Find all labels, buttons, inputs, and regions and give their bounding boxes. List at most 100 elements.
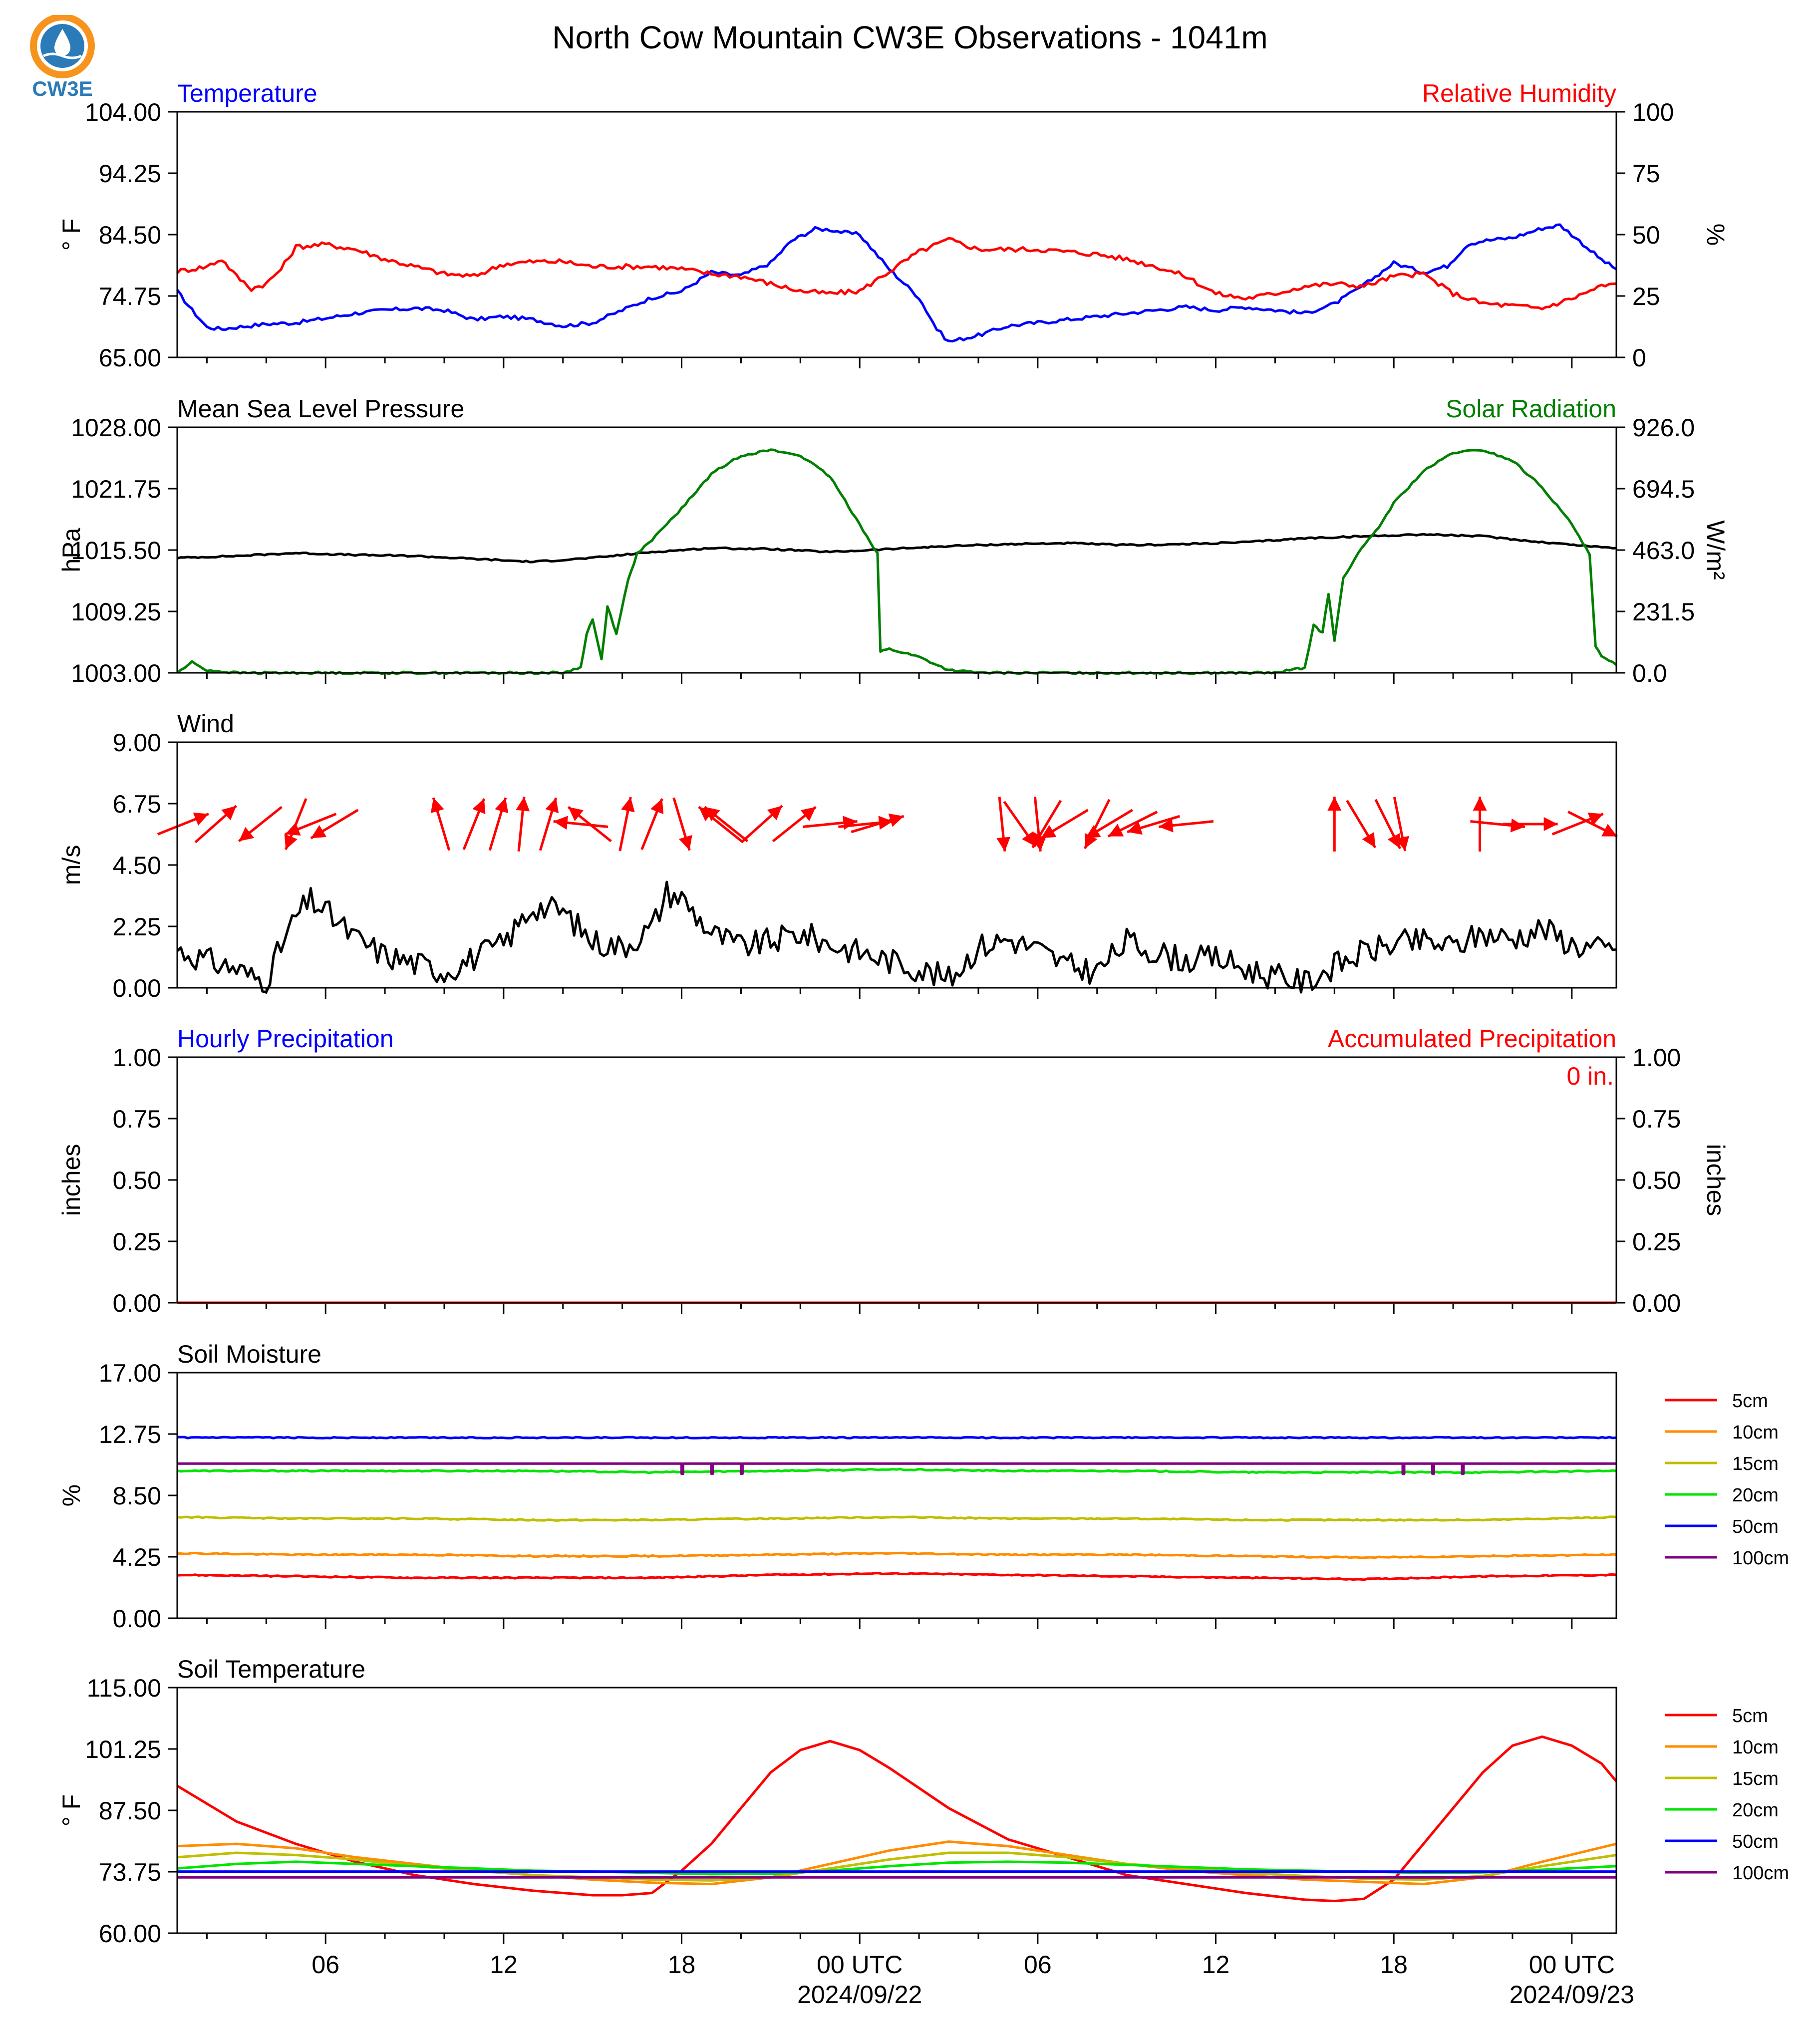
panel-2-ytick-label: 1003.00	[71, 659, 161, 687]
date-label: 2024/09/22	[797, 1981, 922, 2009]
panel-1-title-left: Temperature	[177, 79, 317, 107]
panel-3-title-left: Wind	[177, 710, 234, 738]
wind-direction-arrowhead	[553, 816, 568, 830]
panel-5-ytick-label: 8.50	[113, 1482, 161, 1510]
wind-direction-arrowhead	[568, 807, 584, 822]
panel-6-ytick-label: 101.25	[85, 1736, 161, 1763]
panel-5-frame	[176, 1372, 1617, 1619]
panel-4-ytick-label: 0.00	[113, 1289, 161, 1317]
wind-direction-arrowhead	[430, 798, 444, 814]
panel-3-ytick-label: 4.50	[113, 852, 161, 879]
wind-direction-arrowhead	[1601, 824, 1617, 837]
panel-4-ylabel: inches	[57, 1144, 85, 1216]
panel-3-frame	[176, 741, 1617, 989]
panel-1-ytick-label: 84.50	[99, 221, 161, 249]
wind-direction-arrowhead	[545, 798, 559, 814]
panel-6-legend-label: 10cm	[1732, 1737, 1779, 1758]
wind-direction-arrowhead	[1022, 831, 1036, 847]
panel-5-series-5cm	[177, 1572, 1617, 1581]
panel-1-ytick-label: 94.25	[99, 160, 161, 188]
panel-5-legend-label: 50cm	[1732, 1516, 1779, 1537]
date-label: 2024/09/23	[1510, 1981, 1634, 2009]
panel-2-ytick-right-label: 0.0	[1632, 659, 1667, 687]
panel-6-legend-label: 100cm	[1732, 1863, 1789, 1884]
panel-6-frame	[176, 1687, 1617, 1934]
logo-ring-icon	[30, 15, 95, 78]
wind-direction-arrowhead	[221, 806, 237, 821]
xtick-label: 00 UTC	[1529, 1951, 1615, 1979]
panel-2-ylabel-right: W/m²	[1702, 520, 1730, 579]
panel-6-ytick-label: 115.00	[87, 1674, 161, 1702]
wind-direction-arrowhead	[495, 798, 509, 814]
panel-1-ylabel: ° F	[57, 219, 85, 251]
wind-direction-arrowhead	[767, 806, 782, 821]
panel-3-ytick-label: 6.75	[113, 790, 161, 818]
panel-2-ytick-label: 1021.75	[71, 475, 161, 503]
panel-4-ytick-label: 0.25	[113, 1228, 161, 1256]
panel-4-ytick-label: 1.00	[113, 1044, 161, 1072]
panel-5-ytick-label: 0.00	[113, 1605, 161, 1633]
wind-direction-arrowhead	[193, 812, 209, 826]
panel-6-ytick-label: 87.50	[99, 1797, 161, 1825]
panel-1-ytick-right-label: 75	[1632, 160, 1660, 188]
panel-2-series-mean-sea-level-pressure	[177, 533, 1617, 564]
panel-5-series-50cm	[177, 1436, 1617, 1440]
panel-6-legend-label: 5cm	[1732, 1706, 1768, 1727]
panel-5-legend-label: 20cm	[1732, 1485, 1779, 1506]
xtick-label: 18	[1380, 1951, 1408, 1979]
wind-direction-arrowhead	[1543, 817, 1558, 831]
panel-4-ytick-label: 0.75	[113, 1105, 161, 1133]
cw3e-logo: CW3E	[30, 15, 95, 100]
panel-1-ytick-right-label: 100	[1632, 98, 1674, 126]
wind-direction-arrowhead	[800, 807, 816, 822]
panel-3-ytick-label: 2.25	[113, 913, 161, 941]
panel-1-ytick-label: 65.00	[99, 344, 161, 372]
panel-5-legend-label: 10cm	[1732, 1422, 1779, 1443]
wind-direction-arrowhead	[1127, 821, 1143, 835]
panel-6-title-left: Soil Temperature	[177, 1655, 365, 1683]
wind-direction-arrowhead	[1362, 832, 1376, 848]
panel-2-ytick-right-label: 231.5	[1632, 598, 1695, 626]
xtick-label: 00 UTC	[817, 1951, 903, 1979]
xtick-label: 06	[1024, 1951, 1052, 1979]
logo-drop-icon	[54, 29, 70, 56]
panel-6-legend-label: 50cm	[1732, 1831, 1779, 1852]
panel-5-ylabel: %	[57, 1484, 85, 1506]
wind-direction-arrowhead	[1159, 818, 1174, 833]
panel-2-frame	[176, 426, 1617, 674]
panel-5-series-20cm	[177, 1467, 1617, 1474]
panel-2-ytick-right-label: 463.0	[1632, 537, 1695, 565]
panel-5-ytick-label: 17.00	[99, 1359, 161, 1387]
wind-direction-arrowhead	[888, 813, 904, 827]
wind-direction-arrowhead	[1473, 797, 1487, 811]
panel-4-ytick-right-label: 1.00	[1632, 1044, 1681, 1072]
panel-6-series-10cm	[177, 1840, 1617, 1886]
panel-2-ytick-right-label: 694.5	[1632, 475, 1695, 503]
panel-1-frame	[176, 111, 1617, 358]
panel-4-annotation: 0 in.	[1566, 1062, 1614, 1090]
panel-1-series-relative-humidity	[176, 237, 1617, 310]
panel-5-title-left: Soil Moisture	[177, 1340, 321, 1368]
wind-direction-arrowhead	[472, 798, 486, 815]
panel-2-series-solar-radiation	[176, 448, 1617, 675]
panel-1-ylabel-right: %	[1702, 224, 1730, 246]
panel-4-frame	[176, 1056, 1617, 1304]
wind-direction-arrowhead	[678, 835, 692, 851]
panel-6-legend-label: 15cm	[1732, 1768, 1779, 1789]
panel-5-series-15cm	[177, 1515, 1617, 1522]
panel-1-ytick-right-label: 25	[1632, 283, 1660, 310]
panel-2-ytick-label: 1028.00	[71, 414, 161, 442]
wind-direction-arrowhead	[285, 823, 301, 836]
panel-5-series-100cm	[177, 1462, 1616, 1475]
wind-direction-arrowhead	[310, 825, 327, 839]
panel-6-ytick-label: 60.00	[99, 1920, 161, 1948]
xtick-label: 12	[490, 1951, 518, 1979]
xtick-label: 06	[311, 1951, 339, 1979]
panel-5-ytick-label: 12.75	[99, 1421, 161, 1449]
wind-direction-arrowhead	[239, 827, 255, 842]
page-title: North Cow Mountain CW3E Observations - 1…	[552, 19, 1268, 55]
panel-5-ytick-label: 4.25	[113, 1543, 161, 1571]
panel-4-ylabel-right: inches	[1702, 1144, 1730, 1216]
wind-direction-arrowhead	[1108, 824, 1124, 837]
